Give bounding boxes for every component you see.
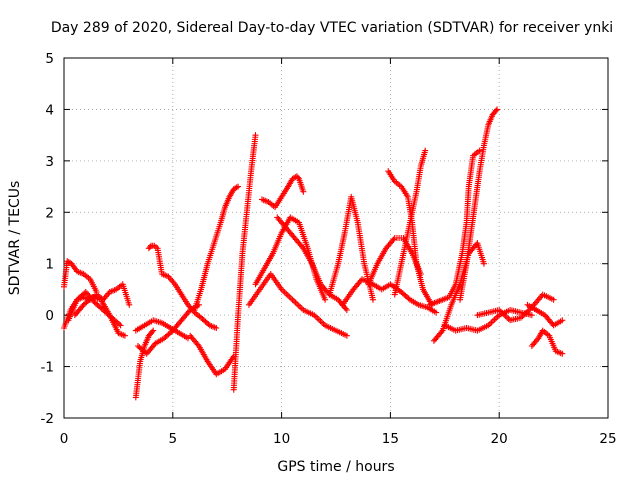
series-sat-p — [326, 193, 376, 303]
series-sat-i — [191, 183, 242, 313]
data-point — [213, 325, 220, 331]
series-sat-j — [187, 332, 237, 378]
data-point — [494, 106, 501, 113]
grid — [64, 58, 608, 418]
data-point — [343, 332, 350, 339]
data-point — [300, 188, 307, 195]
data-point — [369, 296, 376, 303]
series-sat-o — [245, 271, 350, 339]
data-point — [559, 317, 566, 324]
data-point — [433, 309, 440, 316]
chart-title: Day 289 of 2020, Sidereal Day-to-day VTE… — [51, 20, 613, 36]
data-point — [126, 301, 133, 308]
data-point — [476, 147, 483, 154]
data-point — [559, 350, 566, 357]
y-tick-label: 3 — [45, 154, 54, 170]
series-sat-v — [457, 106, 501, 303]
data-point — [252, 132, 259, 139]
x-tick-label: 5 — [169, 431, 178, 447]
series-sat-h — [132, 317, 192, 342]
axis-ticks: 0 5 10 15 20 25 -2 -1 0 1 2 3 4 5 — [41, 51, 617, 447]
series-sat-u — [426, 147, 483, 308]
y-tick-label: 4 — [45, 102, 54, 118]
data-point — [146, 244, 153, 250]
series-sat-t — [385, 168, 435, 308]
data-point — [480, 260, 487, 267]
y-tick-label: -2 — [41, 411, 54, 427]
x-tick-label: 25 — [599, 431, 616, 447]
x-tick-label: 20 — [491, 431, 508, 447]
series-sat-z — [528, 327, 566, 357]
series-sat-w — [430, 240, 487, 344]
data-point — [294, 174, 301, 181]
y-tick-label: 0 — [45, 308, 54, 324]
series-sat-a — [61, 281, 133, 331]
series-sat-d — [65, 289, 124, 329]
series-sat-aa — [524, 301, 566, 329]
series-sat-k — [230, 132, 259, 393]
data-point — [322, 296, 329, 303]
x-axis-label: GPS time / hours — [277, 459, 394, 475]
series-sat-e — [132, 327, 157, 401]
data-point — [93, 289, 100, 295]
x-tick-label: 15 — [382, 431, 399, 447]
data-point — [528, 312, 535, 319]
data-point — [235, 183, 242, 190]
series-sat-m — [252, 214, 329, 303]
data-point — [422, 147, 429, 154]
data-point — [492, 107, 499, 114]
plot-frame — [63, 57, 609, 419]
data-point — [150, 327, 157, 334]
data-point — [117, 322, 124, 329]
data-point — [121, 332, 128, 339]
x-tick-label: 10 — [273, 431, 290, 447]
y-tick-label: 1 — [45, 257, 54, 273]
series-sat-b — [61, 258, 100, 295]
data-points — [61, 106, 566, 401]
y-axis-label: SDTVAR / TECUs — [7, 181, 23, 296]
y-tick-label: 2 — [45, 205, 54, 221]
x-tick-label: 0 — [60, 431, 69, 447]
data-point — [149, 328, 156, 335]
data-point — [550, 296, 557, 303]
y-tick-label: 5 — [45, 51, 54, 67]
y-tick-label: -1 — [41, 360, 54, 376]
series-sat-l — [259, 173, 307, 211]
data-point — [343, 307, 350, 313]
series-sat-y — [474, 291, 557, 324]
